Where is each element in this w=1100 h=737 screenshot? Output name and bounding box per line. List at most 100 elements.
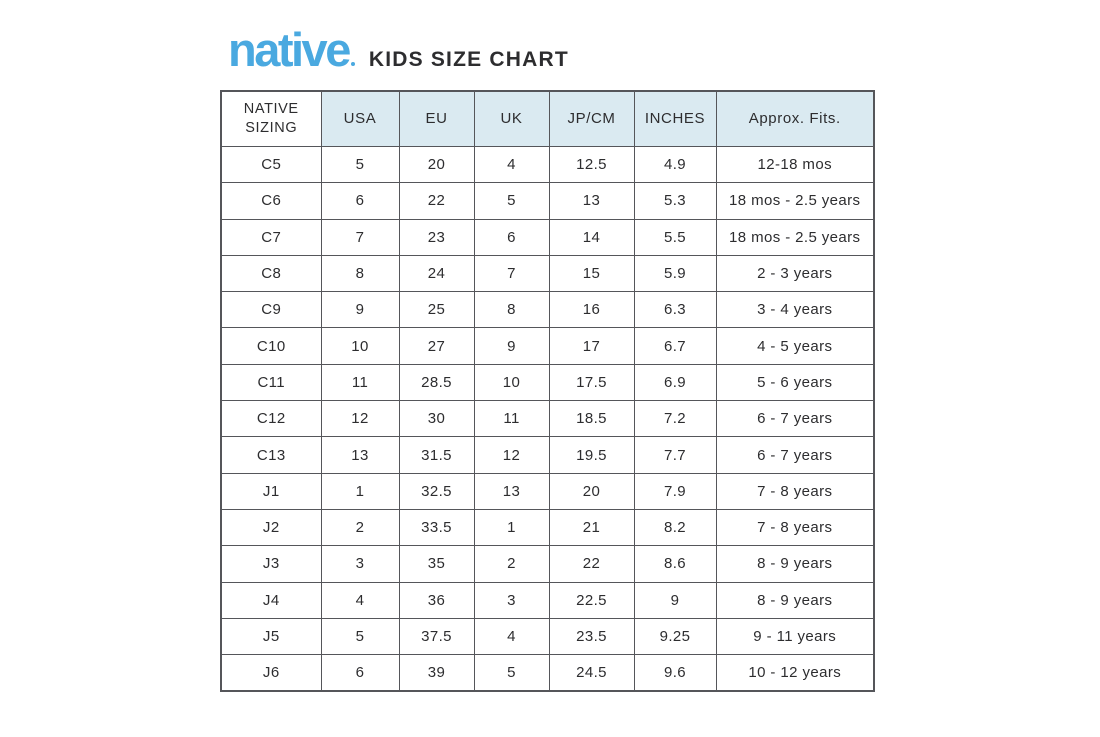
table-cell: 6 - 7 years: [715, 400, 875, 438]
table-cell: 31.5: [398, 436, 475, 474]
table-cell: 9: [320, 291, 400, 329]
table-cell: 9: [473, 327, 550, 365]
native-size-cell: J3: [220, 545, 322, 583]
column-header-approx-fits: Approx. Fits.: [715, 90, 875, 147]
table-cell: 6: [320, 182, 400, 220]
table-cell: 6 - 7 years: [715, 436, 875, 474]
column-header-inches: INCHES: [633, 90, 717, 147]
table-cell: 23: [398, 218, 475, 256]
table-cell: 8: [473, 291, 550, 329]
table-row: C5 5 20 4 12.5 4.9 12-18 mos: [220, 145, 875, 184]
table-cell: 1: [320, 472, 400, 510]
table-cell: 7.7: [633, 436, 717, 474]
table-cell: 19.5: [548, 436, 635, 474]
native-size-cell: C5: [220, 145, 322, 184]
table-row: C12 12 30 11 18.5 7.2 6 - 7 years: [220, 400, 875, 438]
native-size-cell: J4: [220, 581, 322, 619]
table-cell: 5.5: [633, 218, 717, 256]
table-cell: 8.2: [633, 508, 717, 547]
table-cell: 10: [473, 363, 550, 402]
table-cell: 20: [548, 472, 635, 510]
table-cell: 17.5: [548, 363, 635, 402]
table-row: J4 4 36 3 22.5 9 8 - 9 years: [220, 581, 875, 619]
table-row: C13 13 31.5 12 19.5 7.7 6 - 7 years: [220, 436, 875, 474]
table-cell: 17: [548, 327, 635, 365]
table-cell: 1: [473, 508, 550, 547]
table-row: J1 1 32.5 13 20 7.9 7 - 8 years: [220, 472, 875, 510]
table-cell: 5 - 6 years: [715, 363, 875, 402]
native-size-cell: C9: [220, 291, 322, 329]
table-cell: 20: [398, 145, 475, 184]
table-cell: 6.7: [633, 327, 717, 365]
table-cell: 7 - 8 years: [715, 472, 875, 510]
page-title: KIDS SIZE CHART: [368, 48, 569, 71]
table-cell: 7: [473, 254, 550, 293]
table-row: C10 10 27 9 17 6.7 4 - 5 years: [220, 327, 875, 365]
table-cell: 6: [473, 218, 550, 256]
table-cell: 16: [548, 291, 635, 329]
table-row: C6 6 22 5 13 5.3 18 mos - 2.5 years: [220, 182, 875, 220]
table-cell: 14: [548, 218, 635, 256]
table-row: C7 7 23 6 14 5.5 18 mos - 2.5 years: [220, 218, 875, 256]
size-chart-table-container: NATIVE SIZING USA EU UK JP/CM INCHES App…: [220, 90, 875, 693]
table-cell: 13: [473, 472, 550, 510]
table-cell: 6.9: [633, 363, 717, 402]
table-cell: 23.5: [548, 617, 635, 656]
table-cell: 12: [320, 400, 400, 438]
table-cell: 21: [548, 508, 635, 547]
registered-trademark-icon: [350, 62, 355, 66]
table-cell: 13: [548, 182, 635, 220]
table-cell: 7 - 8 years: [715, 508, 875, 547]
table-cell: 30: [398, 400, 475, 438]
table-cell: 13: [320, 436, 400, 474]
native-size-cell: C7: [220, 218, 322, 256]
table-cell: 11: [320, 363, 400, 402]
table-cell: 8: [320, 254, 400, 293]
table-row: J5 5 37.5 4 23.5 9.25 9 - 11 years: [220, 617, 875, 656]
column-header-native-sizing: NATIVE SIZING: [220, 90, 322, 147]
table-cell: 24: [398, 254, 475, 293]
table-cell: 12-18 mos: [715, 145, 875, 184]
native-size-cell: C10: [220, 327, 322, 365]
table-cell: 2 - 3 years: [715, 254, 875, 293]
table-cell: 3 - 4 years: [715, 291, 875, 329]
table-cell: 22: [398, 182, 475, 220]
table-row: C11 11 28.5 10 17.5 6.9 5 - 6 years: [220, 363, 875, 402]
table-cell: 5: [320, 145, 400, 184]
table-cell: 8.6: [633, 545, 717, 583]
native-size-cell: J1: [220, 472, 322, 510]
table-cell: 2: [320, 508, 400, 547]
size-table-body: C5 5 20 4 12.5 4.9 12-18 mos C6 6 22 5 13 5.3 18 mos …: [220, 145, 875, 692]
table-cell: 39: [398, 654, 475, 692]
table-cell: 22.5: [548, 581, 635, 619]
native-brand-logo: native: [228, 26, 355, 73]
table-cell: 2: [473, 545, 550, 583]
table-cell: 3: [473, 581, 550, 619]
table-cell: 12: [473, 436, 550, 474]
table-cell: 27: [398, 327, 475, 365]
table-cell: 5: [320, 617, 400, 656]
column-header-uk: UK: [473, 90, 550, 147]
native-size-cell: J5: [220, 617, 322, 656]
table-cell: 4: [473, 617, 550, 656]
brand-logo-text: native: [228, 23, 351, 76]
table-cell: 5.3: [633, 182, 717, 220]
table-cell: 6.3: [633, 291, 717, 329]
table-cell: 7: [320, 218, 400, 256]
header-row: NATIVE SIZING USA EU UK JP/CM INCHES App…: [220, 90, 875, 147]
table-cell: 18 mos - 2.5 years: [715, 182, 875, 220]
native-size-cell: J2: [220, 508, 322, 547]
native-size-cell: C6: [220, 182, 322, 220]
table-cell: 32.5: [398, 472, 475, 510]
table-cell: 10 - 12 years: [715, 654, 875, 692]
table-cell: 9.6: [633, 654, 717, 692]
native-size-cell: J6: [220, 654, 322, 692]
table-cell: 36: [398, 581, 475, 619]
table-cell: 35: [398, 545, 475, 583]
table-cell: 5.9: [633, 254, 717, 293]
table-cell: 11: [473, 400, 550, 438]
table-cell: 5: [473, 654, 550, 692]
table-cell: 7.2: [633, 400, 717, 438]
table-cell: 18 mos - 2.5 years: [715, 218, 875, 256]
table-row: J3 3 35 2 22 8.6 8 - 9 years: [220, 545, 875, 583]
